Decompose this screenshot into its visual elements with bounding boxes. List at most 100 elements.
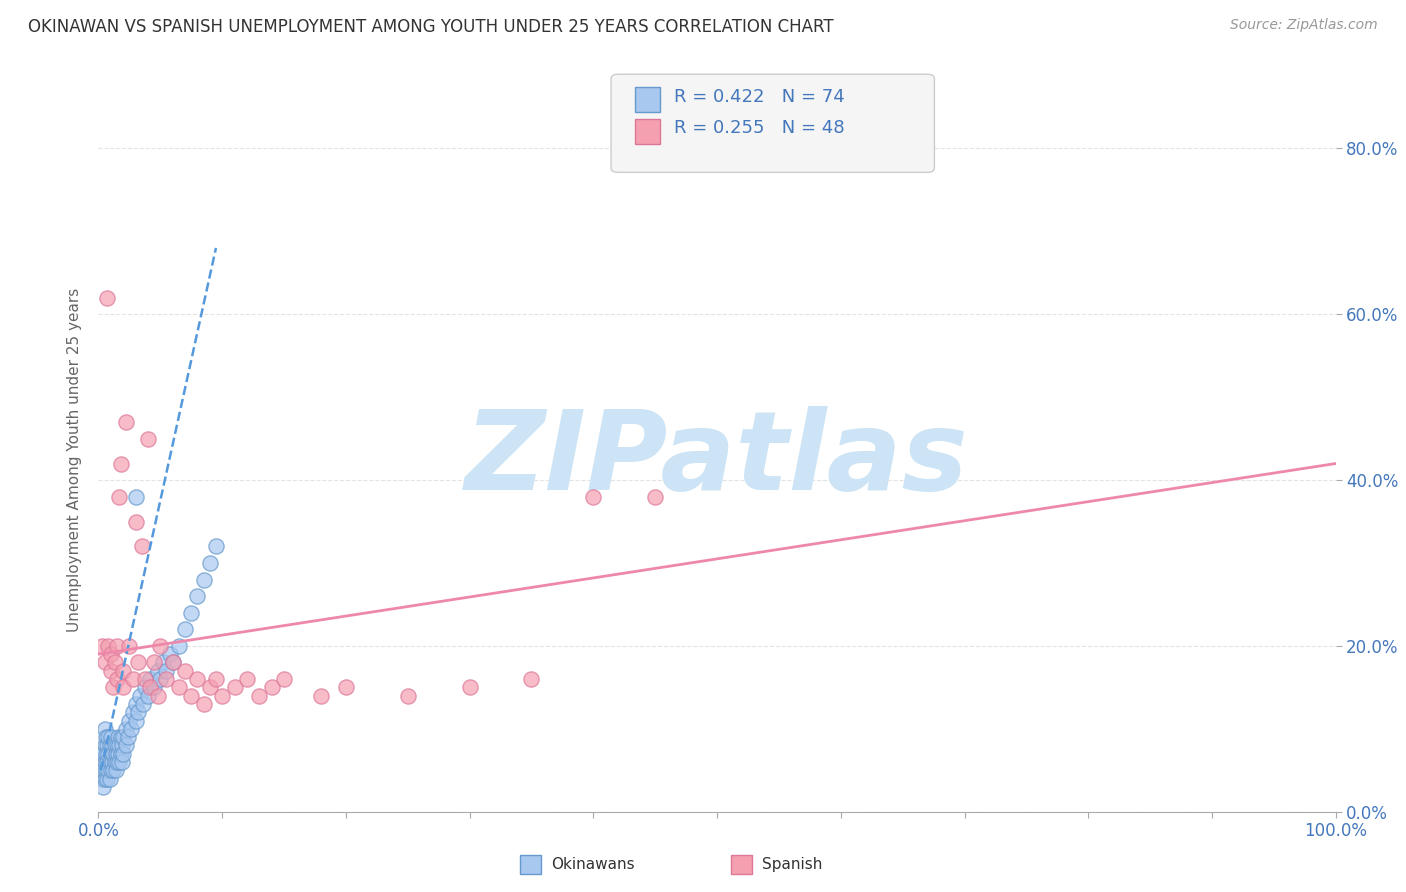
Point xyxy=(114,739,136,753)
Point xyxy=(335,681,357,695)
Point xyxy=(134,681,156,695)
Point xyxy=(101,755,124,769)
Point xyxy=(127,656,149,670)
Point xyxy=(198,556,221,570)
Point xyxy=(114,722,136,736)
Point xyxy=(118,639,141,653)
Point xyxy=(180,606,202,620)
Point xyxy=(91,772,114,786)
Point xyxy=(159,647,181,661)
Point xyxy=(146,689,169,703)
Text: ZIPatlas: ZIPatlas xyxy=(465,406,969,513)
Point xyxy=(97,764,120,778)
Y-axis label: Unemployment Among Youth under 25 years: Unemployment Among Youth under 25 years xyxy=(67,287,83,632)
Point xyxy=(309,689,332,703)
Point xyxy=(96,291,118,305)
Point xyxy=(520,672,543,686)
Point xyxy=(273,672,295,686)
Point xyxy=(103,747,125,761)
Point xyxy=(105,739,128,753)
Point xyxy=(127,705,149,719)
Point xyxy=(134,672,156,686)
Point xyxy=(97,730,120,744)
Point xyxy=(100,647,122,661)
Point xyxy=(107,730,129,744)
Point xyxy=(98,772,121,786)
Point xyxy=(105,639,128,653)
Point xyxy=(167,639,190,653)
Point xyxy=(97,639,120,653)
Point xyxy=(124,515,146,529)
Point xyxy=(211,689,233,703)
Point xyxy=(108,739,131,753)
Point xyxy=(143,656,166,670)
Point xyxy=(162,656,184,670)
Point xyxy=(155,672,177,686)
Point xyxy=(132,697,155,711)
Point xyxy=(93,722,115,736)
Point xyxy=(162,656,184,670)
Point xyxy=(103,656,125,670)
Point xyxy=(129,689,152,703)
Point xyxy=(93,747,115,761)
Point xyxy=(94,764,117,778)
Point xyxy=(97,747,120,761)
Point xyxy=(90,764,112,778)
Point xyxy=(100,747,122,761)
Point xyxy=(103,764,125,778)
Point xyxy=(112,730,135,744)
Point xyxy=(94,747,117,761)
Text: OKINAWAN VS SPANISH UNEMPLOYMENT AMONG YOUTH UNDER 25 YEARS CORRELATION CHART: OKINAWAN VS SPANISH UNEMPLOYMENT AMONG Y… xyxy=(28,18,834,36)
Point xyxy=(149,639,172,653)
Point xyxy=(110,730,132,744)
Point xyxy=(111,755,134,769)
Point xyxy=(118,714,141,728)
Point xyxy=(198,681,221,695)
Point xyxy=(146,664,169,678)
Point xyxy=(96,772,118,786)
Point xyxy=(93,772,115,786)
Point xyxy=(103,755,125,769)
Point xyxy=(112,664,135,678)
Point xyxy=(93,755,115,769)
Text: Source: ZipAtlas.com: Source: ZipAtlas.com xyxy=(1230,18,1378,32)
Point xyxy=(108,755,131,769)
Point xyxy=(96,739,118,753)
Point xyxy=(149,672,172,686)
Point xyxy=(122,705,145,719)
Point xyxy=(107,747,129,761)
Point xyxy=(91,639,114,653)
Point xyxy=(124,490,146,504)
Point xyxy=(104,764,127,778)
Point xyxy=(193,697,215,711)
Point xyxy=(103,739,125,753)
Text: R = 0.422   N = 74: R = 0.422 N = 74 xyxy=(675,87,845,105)
Point xyxy=(124,714,146,728)
Point xyxy=(247,689,270,703)
Point xyxy=(174,664,197,678)
Point xyxy=(136,689,159,703)
Point xyxy=(139,681,162,695)
Point xyxy=(93,780,115,794)
Point xyxy=(105,755,128,769)
Point xyxy=(205,540,228,554)
Point xyxy=(180,689,202,703)
Point xyxy=(110,457,132,471)
Point xyxy=(93,739,115,753)
Point xyxy=(93,764,115,778)
Point xyxy=(260,681,283,695)
Text: Spanish: Spanish xyxy=(762,857,823,871)
Point xyxy=(96,755,118,769)
Point xyxy=(112,681,135,695)
Text: Okinawans: Okinawans xyxy=(551,857,634,871)
Point xyxy=(103,681,125,695)
Point xyxy=(114,415,136,429)
Point xyxy=(458,681,481,695)
Point xyxy=(111,739,134,753)
Point xyxy=(174,623,197,637)
Point xyxy=(124,697,146,711)
Point xyxy=(100,664,122,678)
Point xyxy=(155,664,177,678)
Point xyxy=(100,730,122,744)
Point xyxy=(98,755,121,769)
